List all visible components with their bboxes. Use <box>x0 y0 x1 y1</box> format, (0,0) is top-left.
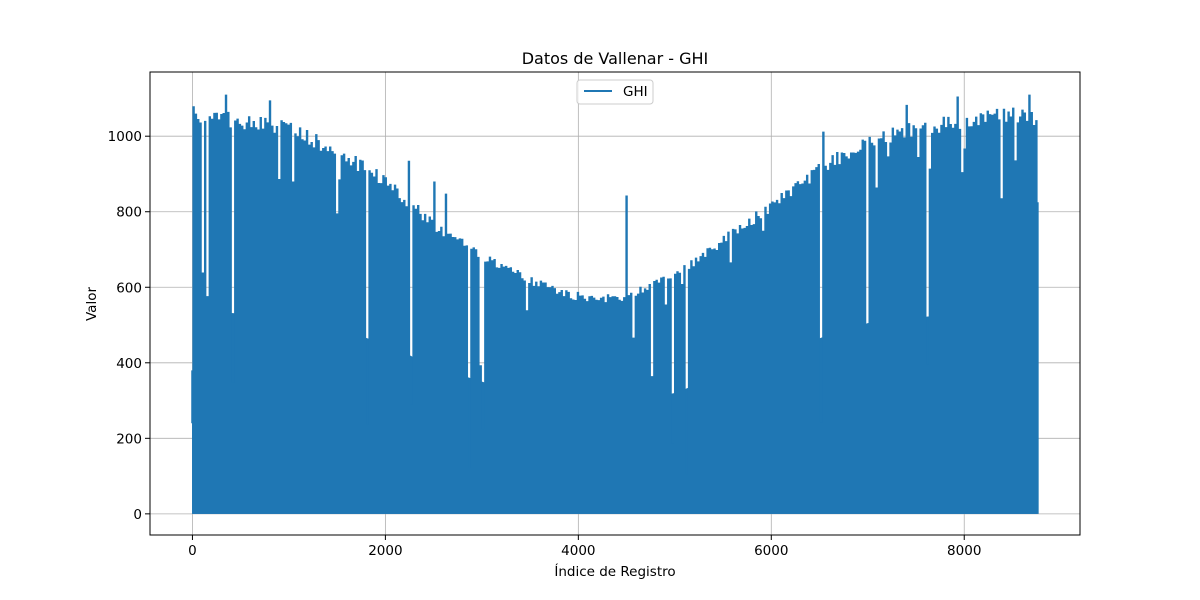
legend-box <box>576 79 654 105</box>
y-axis-label: Valor <box>84 287 100 321</box>
x-tick-label: 0 <box>188 543 197 559</box>
plot-frame <box>149 71 1081 536</box>
legend-label-ghi: GHI <box>623 84 648 100</box>
y-tick-label: 1000 <box>108 129 142 145</box>
x-tick-label: 4000 <box>561 543 595 559</box>
y-axis: 0 200 400 600 800 1000 <box>108 129 150 523</box>
series-ghi <box>191 94 1039 514</box>
y-tick-label: 400 <box>116 356 142 372</box>
y-tick-label: 0 <box>133 507 142 523</box>
x-tick-label: 6000 <box>754 543 788 559</box>
legend: GHI <box>576 79 654 105</box>
x-tick-label: 2000 <box>368 543 402 559</box>
y-tick-label: 600 <box>116 280 142 296</box>
y-tick-label: 200 <box>116 431 142 447</box>
x-axis-label: Índice de Registro <box>554 563 675 580</box>
y-tick-label: 800 <box>116 205 142 221</box>
x-axis: 0 2000 4000 6000 8000 <box>188 535 981 559</box>
x-tick-label: 8000 <box>947 543 981 559</box>
series-ghi-line <box>191 94 1039 514</box>
chart-title: Datos de Vallenar - GHI <box>522 49 709 68</box>
